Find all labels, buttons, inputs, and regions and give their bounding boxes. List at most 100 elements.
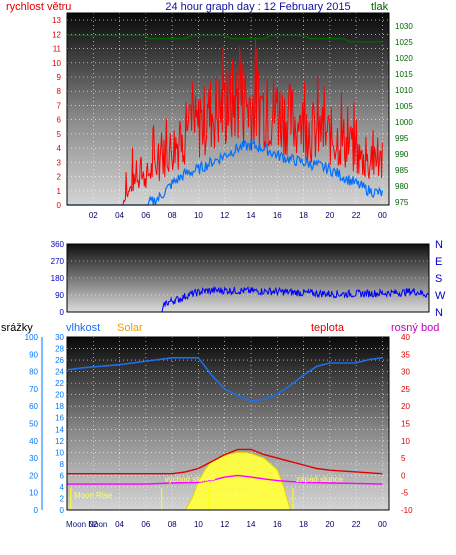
pressure-y-tick-label: 1020 [395,54,413,63]
temp-y-tick-label: -5 [401,489,409,498]
wind-y-tick-label: 2 [57,173,62,182]
wind-y-tick-label: 1 [57,187,62,196]
wind-y-tick-label: 12 [52,30,61,39]
graph-title: 24 hour graph day : 12 February 2015 [165,1,350,13]
pressure-header: tlak [371,1,389,13]
wind-y-tick-label: 5 [57,130,62,139]
humidity-x-tick-label: 06 [141,520,150,529]
humidity-y-tick-label: 28 [55,345,64,354]
wind-y-tick-label: 11 [53,45,62,54]
direction-y-tick-label: 180 [51,274,65,283]
precip-y-tick-label: 20 [29,471,38,480]
humidity-y-tick-label: 20 [55,391,64,400]
wind-x-tick-label: 00 [378,211,387,220]
humidity-y-tick-label: 4 [60,483,65,492]
dew-point-line [67,474,383,485]
wind-y-tick-label: 7 [57,101,62,110]
humidity-series [66,357,383,511]
direction-axis-ticks: 0 N 90 W 180 S 270 E 360 N [51,239,446,319]
sun-moon-markers: východ slunce západ slunce Moon Rise Moon S… [70,475,344,510]
pressure-y-tick-label: 1030 [395,22,413,31]
pressure-y-tick-label: 995 [395,134,409,143]
moon-rise-marker-label: Moon Rise [74,491,113,500]
humidity-x-tick-label: 14 [247,520,256,529]
temp-y-tick-label: 35 [401,350,410,359]
direction-y-tick-label: 360 [51,240,65,249]
pressure-y-tick-label: 980 [395,182,409,191]
humidity-x-tick-label: 02 [89,520,98,529]
wind-x-tick-label: 08 [168,211,177,220]
wind-y-tick-label: 9 [57,73,62,82]
humidity-x-tick-label: 22 [352,520,361,529]
temp-y-tick-label: 20 [401,402,410,411]
temp-y-tick-label: 15 [401,420,410,429]
humidity-x-tick-label: 08 [168,520,177,529]
humidity-y-tick-label: 16 [55,414,64,423]
humidity-x-tick-label: 04 [115,520,124,529]
wind-y-tick-label: 10 [52,59,61,68]
humidity-temp-panel: východ slunce západ slunce Moon Rise Moon S… [1,322,439,529]
compass-label: E [435,256,442,268]
humidity-line [66,357,383,402]
humidity-x-tick-label: 16 [273,520,282,529]
direction-plot-frame [66,243,430,313]
solar-header: Solar [117,322,143,334]
pressure-line [67,34,383,43]
precip-y-tick-label: 70 [29,385,38,394]
wind-x-tick-label: 04 [115,211,124,220]
humidity-y-tick-label: 18 [55,402,64,411]
wind-direction-panel: 0 N 90 W 180 S 270 E 360 N [51,239,446,319]
humidity-y-tick-label: 24 [55,368,64,377]
temperature-line [67,448,383,475]
temp-y-tick-label: 10 [401,437,410,446]
moon-noon-label: Moon Noon [66,520,107,529]
humidity-y-tick-label: 0 [60,506,65,515]
pressure-y-tick-label: 990 [395,150,409,159]
humidity-y-tick-label: 22 [55,379,64,388]
humidity-plot-frame [66,336,390,511]
humidity-y-tick-label: 12 [55,437,64,446]
humidity-x-tick-label: 12 [220,520,229,529]
direction-y-tick-label: 270 [51,257,65,266]
humidity-x-tick-label: 10 [194,520,203,529]
compass-label: S [435,273,442,285]
pressure-y-tick-label: 1005 [395,102,413,111]
humidity-x-tick-label: 18 [299,520,308,529]
temp-y-tick-label: 40 [401,333,410,342]
wind-x-tick-label: 06 [141,211,150,220]
dew-header: rosný bod [391,322,439,334]
wind-x-tick-label: 14 [247,211,256,220]
wind-y-tick-label: 0 [57,201,62,210]
precip-y-tick-label: 40 [29,437,38,446]
wind-x-tick-label: 02 [89,211,98,220]
humidity-y-tick-label: 26 [55,356,64,365]
humidity-y-tick-label: 30 [55,333,64,342]
pressure-y-tick-label: 1010 [395,86,413,95]
precip-y-tick-label: 30 [29,454,38,463]
temp-y-tick-label: 30 [401,368,410,377]
precip-y-tick-label: 0 [34,506,39,515]
humidity-y-tick-label: 6 [60,471,65,480]
wind-x-tick-label: 12 [220,211,229,220]
humidity-x-tick-label: 20 [325,520,334,529]
pressure-y-tick-label: 975 [395,198,409,207]
wind-y-tick-label: 4 [57,144,62,153]
wind-x-tick-label: 16 [273,211,282,220]
precip-y-tick-label: 60 [29,402,38,411]
precip-y-tick-label: 90 [29,350,38,359]
wind-grid [67,13,389,206]
pressure-y-tick-label: 1000 [395,118,413,127]
compass-label: N [435,239,443,251]
wind-axis-ticks: 0123456789101112139759809859909951000100… [52,16,413,220]
sunset-marker-label: západ slunce [296,475,344,484]
wind-y-tick-label: 13 [52,16,61,25]
humidity-axis-ticks: 0102030405060708090100024681012141618202… [25,333,413,529]
sunrise-marker-label: východ slunce [165,475,216,484]
temp-y-tick-label: 25 [401,385,410,394]
humidity-y-tick-label: 8 [60,460,65,469]
direction-y-tick-label: 90 [55,291,64,300]
wind-x-tick-label: 22 [352,211,361,220]
pressure-y-tick-label: 1015 [395,70,413,79]
temp-y-tick-label: -10 [401,506,413,515]
